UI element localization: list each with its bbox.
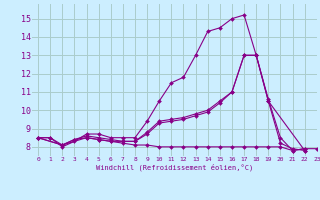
- X-axis label: Windchill (Refroidissement éolien,°C): Windchill (Refroidissement éolien,°C): [96, 164, 253, 171]
